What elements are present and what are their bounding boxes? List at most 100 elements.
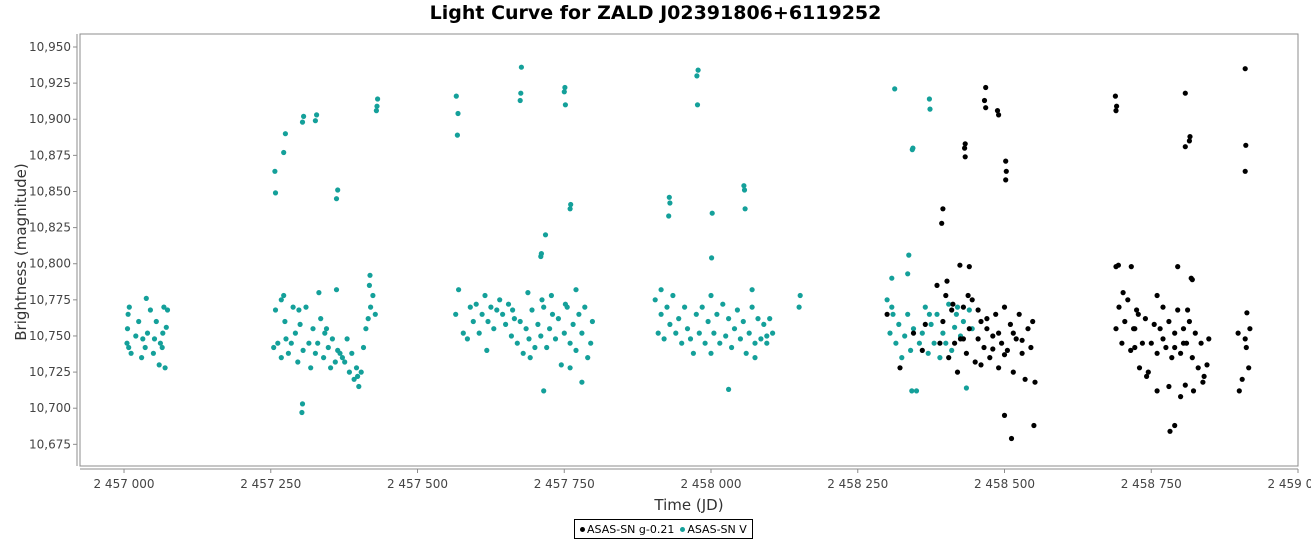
data-point: [1163, 344, 1169, 351]
y-tick-label: 10,800: [29, 257, 71, 271]
data-point: [667, 200, 673, 206]
data-point: [796, 304, 802, 310]
data-point: [952, 340, 958, 346]
data-point: [570, 321, 576, 327]
data-point: [1008, 435, 1015, 442]
data-point: [1001, 412, 1008, 418]
data-point: [128, 350, 134, 356]
data-point: [518, 90, 524, 96]
data-point: [281, 292, 287, 299]
data-point: [709, 210, 715, 216]
data-point: [999, 340, 1005, 346]
data-point: [285, 350, 291, 356]
x-tick-label: 2 457 000: [93, 477, 154, 491]
data-point: [358, 369, 364, 375]
data-point: [965, 292, 971, 299]
data-point: [333, 196, 340, 202]
data-point: [290, 304, 296, 310]
data-point: [908, 347, 914, 353]
legend-item-g: ASAS-SN g-0.21: [580, 523, 674, 536]
data-point: [136, 318, 142, 325]
data-point: [353, 365, 360, 371]
data-point: [731, 326, 738, 332]
y-tick-label: 10,825: [29, 221, 71, 235]
data-point: [987, 355, 993, 361]
data-point: [1028, 344, 1034, 351]
data-point: [518, 64, 525, 70]
data-point: [1148, 340, 1154, 346]
data-point: [919, 330, 925, 336]
data-point: [729, 344, 735, 351]
data-point: [470, 318, 476, 325]
data-point: [579, 379, 585, 385]
data-point: [937, 355, 943, 361]
data-point: [934, 311, 940, 317]
legend-dot-icon: [580, 526, 585, 532]
data-point: [746, 330, 752, 336]
x-tick-label: 2 459 000: [1267, 477, 1311, 491]
legend-label: ASAS-SN g-0.21: [587, 522, 675, 536]
data-point: [752, 340, 758, 346]
data-point: [1031, 422, 1037, 429]
data-point: [910, 326, 917, 332]
data-point: [699, 304, 705, 310]
data-point: [579, 330, 585, 336]
data-point: [316, 290, 322, 296]
data-point: [1186, 138, 1192, 144]
data-point: [454, 132, 460, 138]
data-point: [162, 365, 168, 371]
data-point: [957, 262, 963, 268]
data-point: [940, 318, 946, 325]
data-point: [673, 330, 679, 336]
data-point: [993, 311, 999, 317]
data-point: [676, 316, 682, 322]
data-point: [682, 304, 688, 310]
data-point: [312, 118, 318, 124]
data-point: [500, 311, 506, 317]
data-point: [479, 311, 485, 317]
data-point: [797, 292, 803, 299]
data-point: [1007, 321, 1014, 327]
data-point: [1242, 168, 1248, 174]
data-point: [717, 340, 723, 346]
data-point: [292, 330, 298, 336]
data-point: [491, 326, 497, 332]
data-point: [272, 190, 279, 196]
x-tick-label: 2 458 500: [974, 477, 1035, 491]
data-point: [163, 324, 169, 330]
data-point: [1190, 388, 1197, 394]
data-point: [453, 311, 459, 317]
data-point: [978, 362, 984, 368]
data-point: [147, 307, 153, 313]
data-point: [927, 106, 933, 112]
data-point: [996, 112, 1002, 118]
data-point: [741, 187, 748, 193]
data-point: [278, 355, 284, 361]
data-point: [1128, 264, 1134, 270]
data-point: [547, 326, 553, 332]
data-point: [1200, 379, 1206, 385]
data-point: [1003, 168, 1009, 174]
data-point: [940, 330, 946, 336]
data-point: [1113, 108, 1119, 114]
data-point: [723, 333, 729, 339]
data-point: [351, 376, 357, 382]
data-point: [1030, 318, 1036, 325]
data-point: [952, 324, 958, 330]
data-point: [1189, 277, 1195, 283]
data-point: [160, 330, 166, 336]
data-point: [151, 336, 158, 342]
data-point: [934, 282, 940, 288]
data-point: [561, 330, 567, 336]
y-tick-label: 10,750: [29, 329, 71, 343]
data-point: [943, 292, 949, 299]
y-tick-label: 10,925: [29, 76, 71, 90]
data-point: [562, 84, 568, 91]
data-point: [1154, 350, 1160, 356]
data-point: [329, 336, 335, 342]
data-point: [1132, 344, 1138, 351]
data-point: [1166, 383, 1172, 390]
data-point: [740, 318, 746, 325]
data-point: [299, 409, 305, 416]
